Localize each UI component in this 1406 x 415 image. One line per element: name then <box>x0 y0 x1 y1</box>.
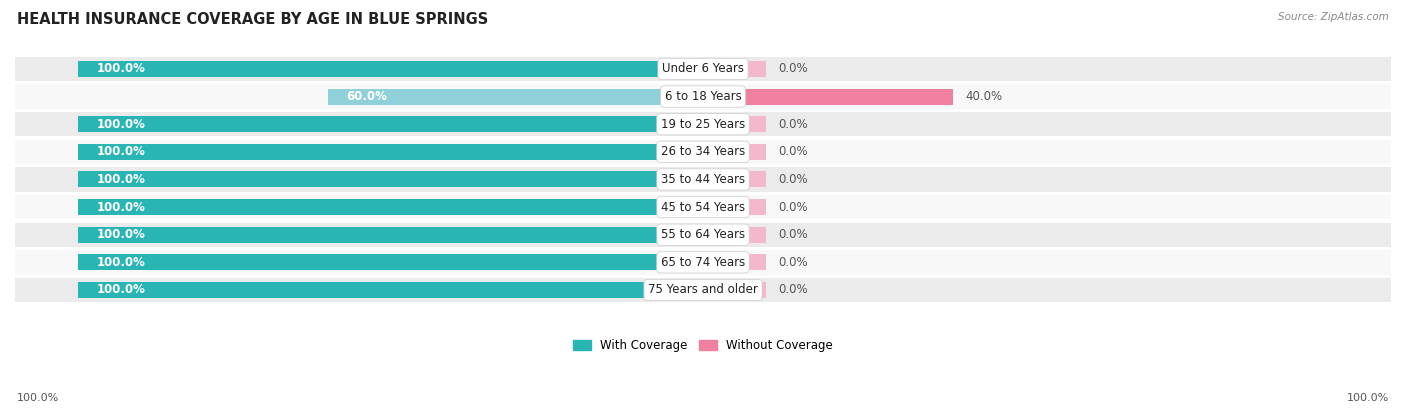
Text: 60.0%: 60.0% <box>346 90 388 103</box>
Text: 35 to 44 Years: 35 to 44 Years <box>661 173 745 186</box>
Text: 0.0%: 0.0% <box>778 62 807 76</box>
Bar <box>77 227 703 243</box>
Bar <box>77 254 703 270</box>
Bar <box>703 227 765 243</box>
Bar <box>15 250 1391 274</box>
Text: 100.0%: 100.0% <box>96 200 145 214</box>
Bar <box>15 140 1391 164</box>
Bar <box>15 222 1391 247</box>
Bar <box>77 61 703 77</box>
Text: 100.0%: 100.0% <box>96 145 145 158</box>
Text: 100.0%: 100.0% <box>96 283 145 296</box>
Text: 0.0%: 0.0% <box>778 283 807 296</box>
Bar <box>703 171 765 188</box>
Text: Source: ZipAtlas.com: Source: ZipAtlas.com <box>1278 12 1389 22</box>
Bar <box>15 57 1391 81</box>
Bar <box>15 167 1391 192</box>
Text: 100.0%: 100.0% <box>1347 393 1389 403</box>
Text: 0.0%: 0.0% <box>778 256 807 269</box>
Text: HEALTH INSURANCE COVERAGE BY AGE IN BLUE SPRINGS: HEALTH INSURANCE COVERAGE BY AGE IN BLUE… <box>17 12 488 27</box>
Text: 45 to 54 Years: 45 to 54 Years <box>661 200 745 214</box>
Text: 100.0%: 100.0% <box>17 393 59 403</box>
Bar <box>15 278 1391 302</box>
Bar <box>15 84 1391 109</box>
Text: 26 to 34 Years: 26 to 34 Years <box>661 145 745 158</box>
Text: 0.0%: 0.0% <box>778 228 807 241</box>
Text: 100.0%: 100.0% <box>96 228 145 241</box>
Text: 100.0%: 100.0% <box>96 118 145 131</box>
Bar <box>77 171 703 188</box>
Text: 55 to 64 Years: 55 to 64 Years <box>661 228 745 241</box>
Text: 75 Years and older: 75 Years and older <box>648 283 758 296</box>
Bar <box>703 116 765 132</box>
Text: Under 6 Years: Under 6 Years <box>662 62 744 76</box>
Text: 100.0%: 100.0% <box>96 256 145 269</box>
Text: 0.0%: 0.0% <box>778 200 807 214</box>
Bar <box>328 88 703 105</box>
Text: 19 to 25 Years: 19 to 25 Years <box>661 118 745 131</box>
Bar <box>77 144 703 160</box>
Legend: With Coverage, Without Coverage: With Coverage, Without Coverage <box>568 334 838 356</box>
Text: 0.0%: 0.0% <box>778 118 807 131</box>
Text: 0.0%: 0.0% <box>778 145 807 158</box>
Text: 100.0%: 100.0% <box>96 173 145 186</box>
Text: 100.0%: 100.0% <box>96 62 145 76</box>
Bar <box>703 88 953 105</box>
Bar <box>77 199 703 215</box>
Bar <box>77 116 703 132</box>
Text: 65 to 74 Years: 65 to 74 Years <box>661 256 745 269</box>
Text: 6 to 18 Years: 6 to 18 Years <box>665 90 741 103</box>
Text: 0.0%: 0.0% <box>778 173 807 186</box>
Bar <box>703 144 765 160</box>
Bar <box>77 282 703 298</box>
Text: 40.0%: 40.0% <box>966 90 1002 103</box>
Bar <box>15 195 1391 219</box>
Bar <box>703 199 765 215</box>
Bar <box>703 254 765 270</box>
Bar <box>703 61 765 77</box>
Bar <box>703 282 765 298</box>
Bar <box>15 112 1391 137</box>
